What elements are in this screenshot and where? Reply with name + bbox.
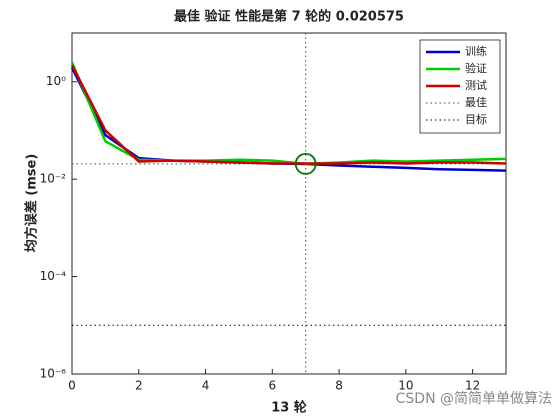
series-line	[70, 64, 507, 165]
x-tick-label: 4	[202, 379, 210, 393]
y-tick-label: 10⁻⁶	[40, 367, 67, 381]
x-tick-label: 8	[335, 379, 343, 393]
y-axis-label: 均方误差 (mse)	[24, 154, 40, 253]
legend-label: 最佳	[465, 95, 487, 109]
x-tick-label: 0	[68, 379, 76, 393]
x-axis-label: 13 轮	[271, 400, 307, 416]
legend-label: 目标	[465, 112, 487, 126]
x-tick-label: 12	[465, 379, 480, 393]
watermark: CSDN @简简单单做算法	[396, 390, 552, 407]
y-tick-label: 10⁻⁴	[40, 269, 67, 283]
legend-label: 验证	[465, 61, 487, 75]
chart-title: 最佳 验证 性能是第 7 轮的 0.020575	[174, 9, 404, 25]
y-tick-label: 10⁰	[46, 74, 66, 88]
y-tick-label: 10⁻²	[40, 172, 67, 186]
legend-label: 训练	[465, 44, 487, 58]
best-marker	[294, 152, 317, 175]
x-tick-label: 10	[398, 379, 413, 393]
x-tick-label: 2	[135, 379, 143, 393]
x-tick-label: 6	[268, 379, 276, 393]
legend-label: 测试	[465, 79, 487, 92]
